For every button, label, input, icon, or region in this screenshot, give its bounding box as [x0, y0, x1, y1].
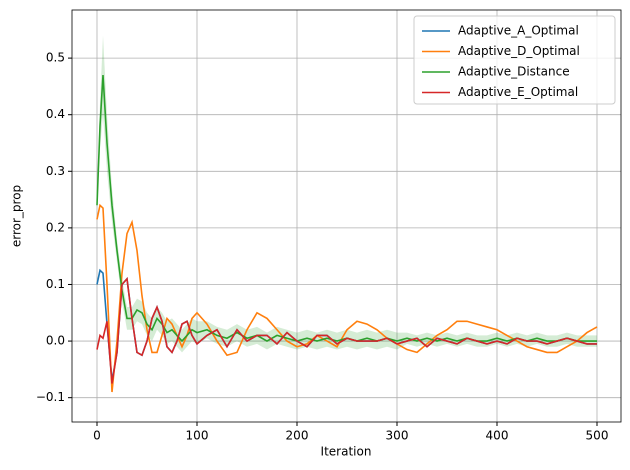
- y-tick-label: −0.1: [36, 390, 65, 404]
- x-tick-label: 500: [586, 429, 609, 443]
- x-tick-label: 100: [186, 429, 209, 443]
- x-axis-label: Iteration: [321, 445, 372, 459]
- line: [96, 203, 598, 393]
- line: [96, 75, 597, 343]
- x-tick-label: 0: [93, 429, 101, 443]
- legend-label: Adaptive_Distance: [458, 65, 570, 79]
- error-band: [97, 35, 597, 353]
- y-tick-label: 0.5: [46, 51, 65, 65]
- legend-box: [413, 15, 616, 105]
- y-tick-label: 0.0: [46, 334, 65, 348]
- legend-label: Adaptive_D_Optimal: [458, 44, 580, 58]
- x-tick-label: 300: [386, 429, 409, 443]
- y-axis-label: error_prop: [10, 185, 24, 247]
- y-tick-label: 0.3: [46, 164, 65, 178]
- y-tick-label: 0.1: [46, 277, 65, 291]
- y-tick-label: 0.4: [46, 107, 65, 121]
- plot-frame: [71, 9, 622, 423]
- legend-label: Adaptive_A_Optimal: [458, 24, 579, 38]
- x-tick-label: 200: [286, 429, 309, 443]
- legend-label: Adaptive_E_Optimal: [458, 85, 578, 99]
- x-tick-label: 400: [486, 429, 509, 443]
- y-tick-label: 0.2: [46, 220, 65, 234]
- line: [96, 276, 597, 384]
